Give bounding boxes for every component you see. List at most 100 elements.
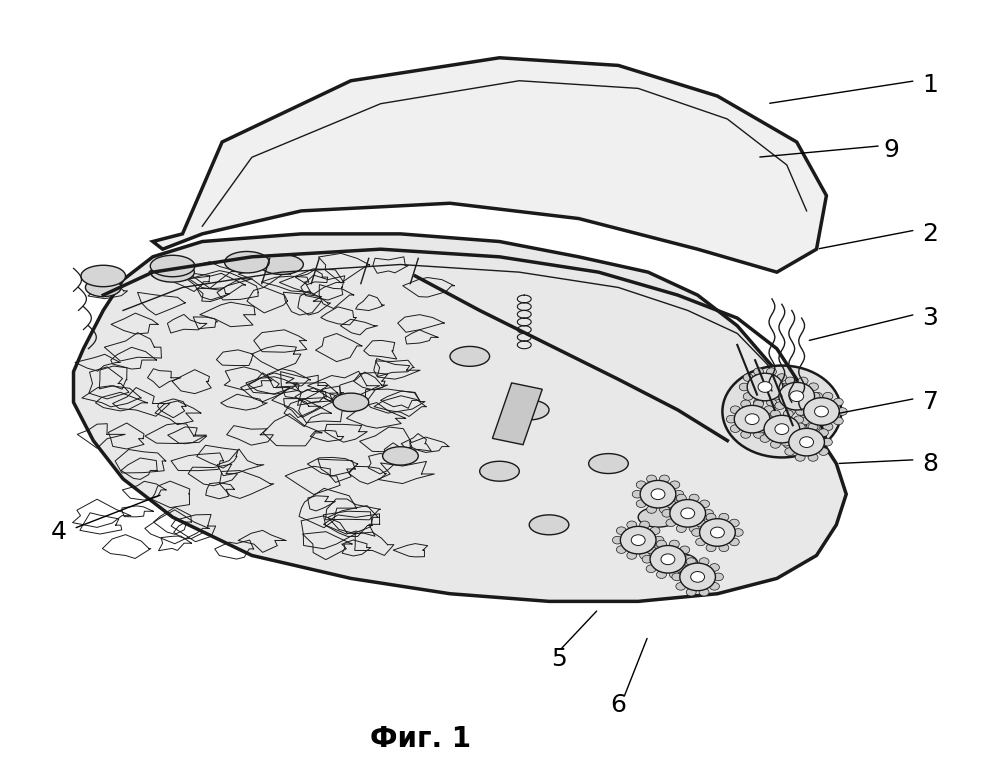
Circle shape: [686, 558, 696, 566]
Polygon shape: [74, 234, 846, 601]
Circle shape: [679, 565, 689, 573]
Ellipse shape: [588, 454, 628, 474]
Ellipse shape: [225, 252, 269, 273]
Circle shape: [699, 519, 709, 526]
Circle shape: [753, 368, 763, 375]
Circle shape: [689, 495, 699, 502]
Circle shape: [646, 546, 656, 553]
Circle shape: [733, 529, 743, 536]
Circle shape: [783, 440, 793, 448]
Circle shape: [795, 423, 805, 430]
Circle shape: [823, 423, 833, 430]
Circle shape: [650, 546, 685, 573]
Circle shape: [646, 475, 656, 483]
Circle shape: [740, 400, 750, 408]
Circle shape: [646, 505, 656, 513]
Circle shape: [753, 400, 763, 408]
Circle shape: [799, 437, 813, 447]
Circle shape: [799, 417, 809, 425]
Circle shape: [666, 500, 676, 508]
Circle shape: [833, 398, 843, 406]
Circle shape: [760, 416, 770, 423]
Circle shape: [691, 529, 701, 536]
Circle shape: [740, 430, 750, 438]
Circle shape: [690, 571, 704, 582]
Circle shape: [837, 408, 847, 416]
Text: 4: 4: [51, 520, 67, 544]
Circle shape: [789, 428, 824, 456]
Circle shape: [631, 535, 645, 546]
Circle shape: [771, 392, 781, 400]
Circle shape: [779, 382, 814, 410]
Circle shape: [679, 546, 689, 553]
Circle shape: [747, 373, 783, 401]
Circle shape: [796, 408, 805, 416]
Ellipse shape: [260, 255, 304, 275]
Circle shape: [775, 383, 785, 391]
Circle shape: [743, 374, 753, 382]
Circle shape: [781, 438, 791, 446]
Circle shape: [770, 410, 780, 418]
Circle shape: [670, 481, 679, 488]
Circle shape: [713, 573, 723, 580]
Circle shape: [639, 521, 649, 529]
Ellipse shape: [638, 507, 677, 527]
Circle shape: [670, 500, 679, 508]
Circle shape: [719, 513, 729, 521]
Circle shape: [683, 556, 693, 563]
Circle shape: [662, 509, 672, 517]
Circle shape: [695, 538, 705, 546]
Circle shape: [616, 546, 626, 553]
Circle shape: [676, 563, 685, 571]
Circle shape: [719, 544, 729, 552]
Circle shape: [672, 573, 681, 580]
Circle shape: [803, 398, 839, 425]
Circle shape: [651, 489, 665, 499]
Circle shape: [808, 423, 818, 430]
Circle shape: [676, 525, 686, 533]
Ellipse shape: [383, 447, 419, 465]
Circle shape: [758, 382, 772, 392]
Circle shape: [659, 475, 669, 483]
Circle shape: [729, 519, 739, 527]
Circle shape: [689, 525, 699, 533]
Ellipse shape: [151, 262, 195, 282]
Text: Фиг. 1: Фиг. 1: [370, 725, 471, 753]
Circle shape: [710, 527, 724, 538]
Text: 6: 6: [610, 693, 626, 717]
Circle shape: [669, 540, 679, 548]
Circle shape: [794, 416, 803, 423]
Polygon shape: [153, 58, 826, 272]
Circle shape: [626, 521, 636, 529]
Polygon shape: [493, 383, 542, 445]
Circle shape: [699, 588, 709, 596]
Circle shape: [632, 491, 642, 498]
Circle shape: [818, 447, 828, 455]
Circle shape: [798, 377, 808, 385]
Circle shape: [798, 408, 808, 416]
Circle shape: [764, 406, 774, 413]
Circle shape: [706, 544, 716, 552]
Circle shape: [661, 554, 675, 565]
Circle shape: [753, 430, 763, 438]
Ellipse shape: [150, 255, 195, 277]
Circle shape: [764, 416, 799, 443]
Circle shape: [808, 402, 818, 409]
Circle shape: [699, 500, 709, 508]
Circle shape: [640, 481, 676, 508]
Circle shape: [686, 588, 696, 596]
Circle shape: [794, 435, 803, 443]
Circle shape: [745, 414, 759, 424]
Circle shape: [785, 377, 795, 385]
Circle shape: [783, 410, 793, 418]
Circle shape: [814, 406, 828, 417]
Circle shape: [785, 408, 795, 416]
Circle shape: [626, 552, 636, 560]
Circle shape: [680, 508, 694, 519]
Circle shape: [620, 526, 656, 554]
Circle shape: [822, 438, 832, 446]
Circle shape: [695, 519, 705, 527]
Ellipse shape: [529, 515, 568, 535]
Circle shape: [722, 365, 841, 457]
Text: 9: 9: [883, 138, 899, 162]
